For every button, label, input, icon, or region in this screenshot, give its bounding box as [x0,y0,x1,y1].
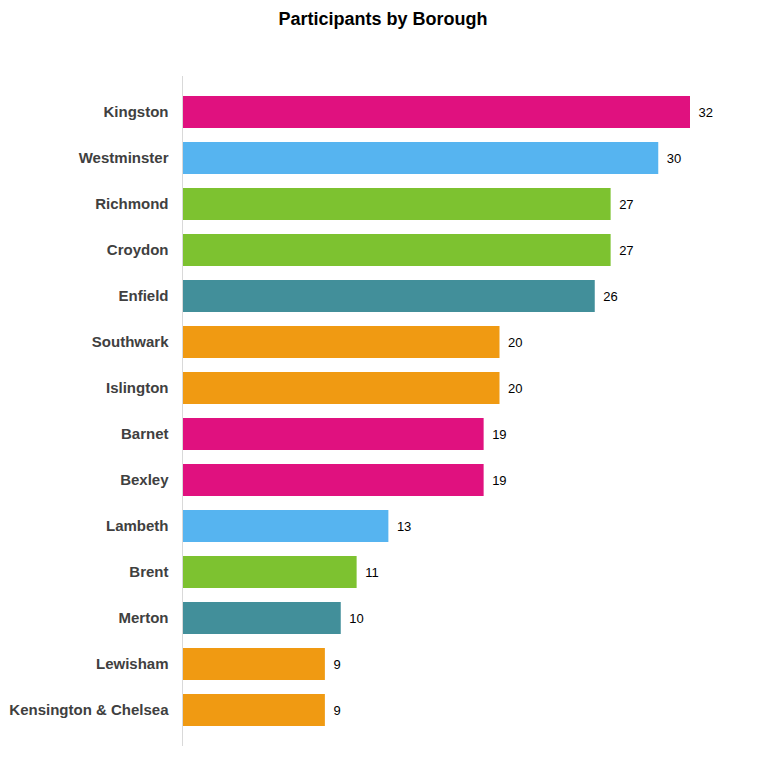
svg-text:26: 26 [603,289,617,304]
svg-text:Lewisham: Lewisham [96,655,169,672]
svg-text:30: 30 [667,151,681,166]
svg-text:27: 27 [619,243,633,258]
svg-text:10: 10 [349,611,363,626]
svg-text:20: 20 [508,335,522,350]
svg-text:Brent: Brent [129,563,168,580]
svg-text:Barnet: Barnet [121,425,169,442]
svg-text:Kensington & Chelsea: Kensington & Chelsea [9,701,169,718]
svg-text:9: 9 [333,657,340,672]
svg-text:Westminster: Westminster [79,149,169,166]
svg-text:Southwark: Southwark [92,333,169,350]
svg-text:Kingston: Kingston [104,103,169,120]
svg-text:Bexley: Bexley [120,471,169,488]
svg-text:Islington: Islington [106,379,169,396]
svg-text:32: 32 [699,105,713,120]
svg-text:Merton: Merton [119,609,169,626]
svg-text:9: 9 [333,703,340,718]
svg-text:Croydon: Croydon [107,241,169,258]
svg-text:Enfield: Enfield [118,287,168,304]
svg-text:11: 11 [365,565,379,580]
svg-text:Lambeth: Lambeth [106,517,169,534]
svg-text:13: 13 [397,519,411,534]
svg-text:Richmond: Richmond [95,195,168,212]
html-text:Participants by Borough: Participants by Borough [278,9,488,29]
svg-text:19: 19 [492,473,506,488]
svg-text:19: 19 [492,427,506,442]
svg-text:27: 27 [619,197,633,212]
svg-text:20: 20 [508,381,522,396]
